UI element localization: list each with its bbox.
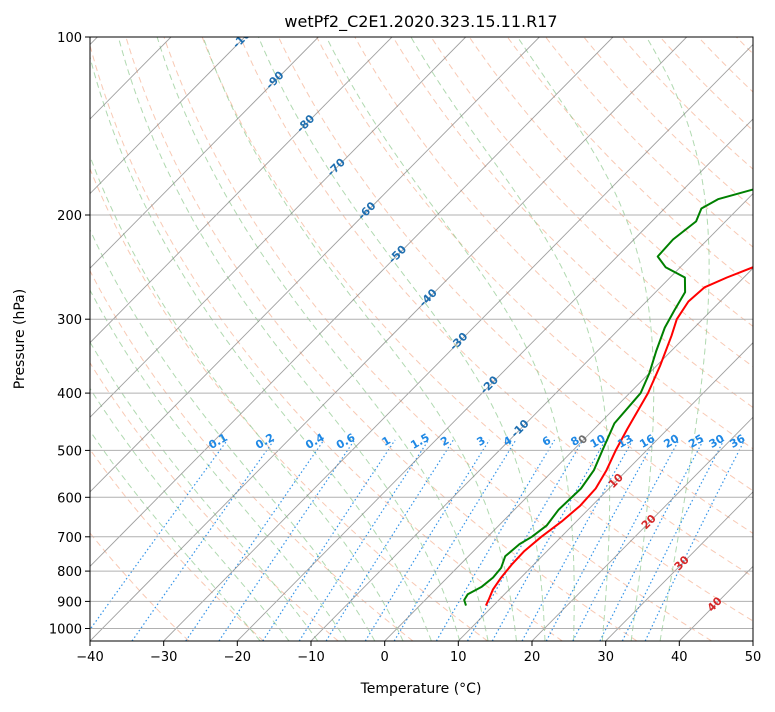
y-axis-label: Pressure (hPa)	[12, 289, 28, 389]
x-axis-label: Temperature (°C)	[360, 681, 482, 697]
y-tick-label: 400	[57, 387, 82, 402]
y-tick-label: 100	[57, 31, 82, 46]
y-tick-label: 600	[57, 491, 82, 506]
x-tick-label: −30	[150, 650, 177, 665]
y-tick-label: 300	[57, 313, 82, 328]
y-tick-label: 1000	[49, 623, 82, 638]
x-tick-label: −10	[297, 650, 324, 665]
y-tick-label: 900	[57, 595, 82, 610]
y-tick-label: 700	[57, 531, 82, 546]
x-tick-label: 20	[524, 650, 541, 665]
x-tick-label: −20	[224, 650, 251, 665]
x-tick-label: 0	[381, 650, 389, 665]
y-tick-label: 500	[57, 444, 82, 459]
x-tick-label: 50	[745, 650, 762, 665]
y-tick-label: 800	[57, 565, 82, 580]
chart-title: wetPf2_C2E1.2020.323.15.11.R17	[284, 12, 557, 32]
x-tick-label: 40	[671, 650, 688, 665]
x-tick-label: 10	[450, 650, 467, 665]
x-tick-label: −40	[76, 650, 103, 665]
x-tick-label: 30	[597, 650, 614, 665]
y-tick-label: 200	[57, 209, 82, 224]
